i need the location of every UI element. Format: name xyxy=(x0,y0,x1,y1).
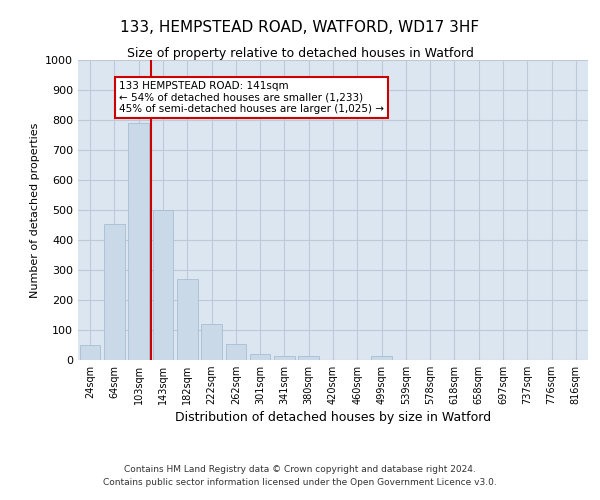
Text: 133, HEMPSTEAD ROAD, WATFORD, WD17 3HF: 133, HEMPSTEAD ROAD, WATFORD, WD17 3HF xyxy=(121,20,479,35)
Bar xyxy=(128,123,149,360)
Text: 133 HEMPSTEAD ROAD: 141sqm
← 54% of detached houses are smaller (1,233)
45% of s: 133 HEMPSTEAD ROAD: 141sqm ← 54% of deta… xyxy=(119,81,384,114)
Bar xyxy=(250,354,271,360)
Bar xyxy=(226,344,246,360)
Text: Contains public sector information licensed under the Open Government Licence v3: Contains public sector information licen… xyxy=(103,478,497,487)
Bar xyxy=(177,279,197,360)
Y-axis label: Number of detached properties: Number of detached properties xyxy=(29,122,40,298)
Bar xyxy=(298,356,319,360)
Text: Contains HM Land Registry data © Crown copyright and database right 2024.: Contains HM Land Registry data © Crown c… xyxy=(124,466,476,474)
Bar xyxy=(201,324,222,360)
Bar xyxy=(371,356,392,360)
Bar xyxy=(104,224,125,360)
Bar xyxy=(152,210,173,360)
Text: Size of property relative to detached houses in Watford: Size of property relative to detached ho… xyxy=(127,48,473,60)
X-axis label: Distribution of detached houses by size in Watford: Distribution of detached houses by size … xyxy=(175,412,491,424)
Bar xyxy=(274,356,295,360)
Bar xyxy=(80,345,100,360)
